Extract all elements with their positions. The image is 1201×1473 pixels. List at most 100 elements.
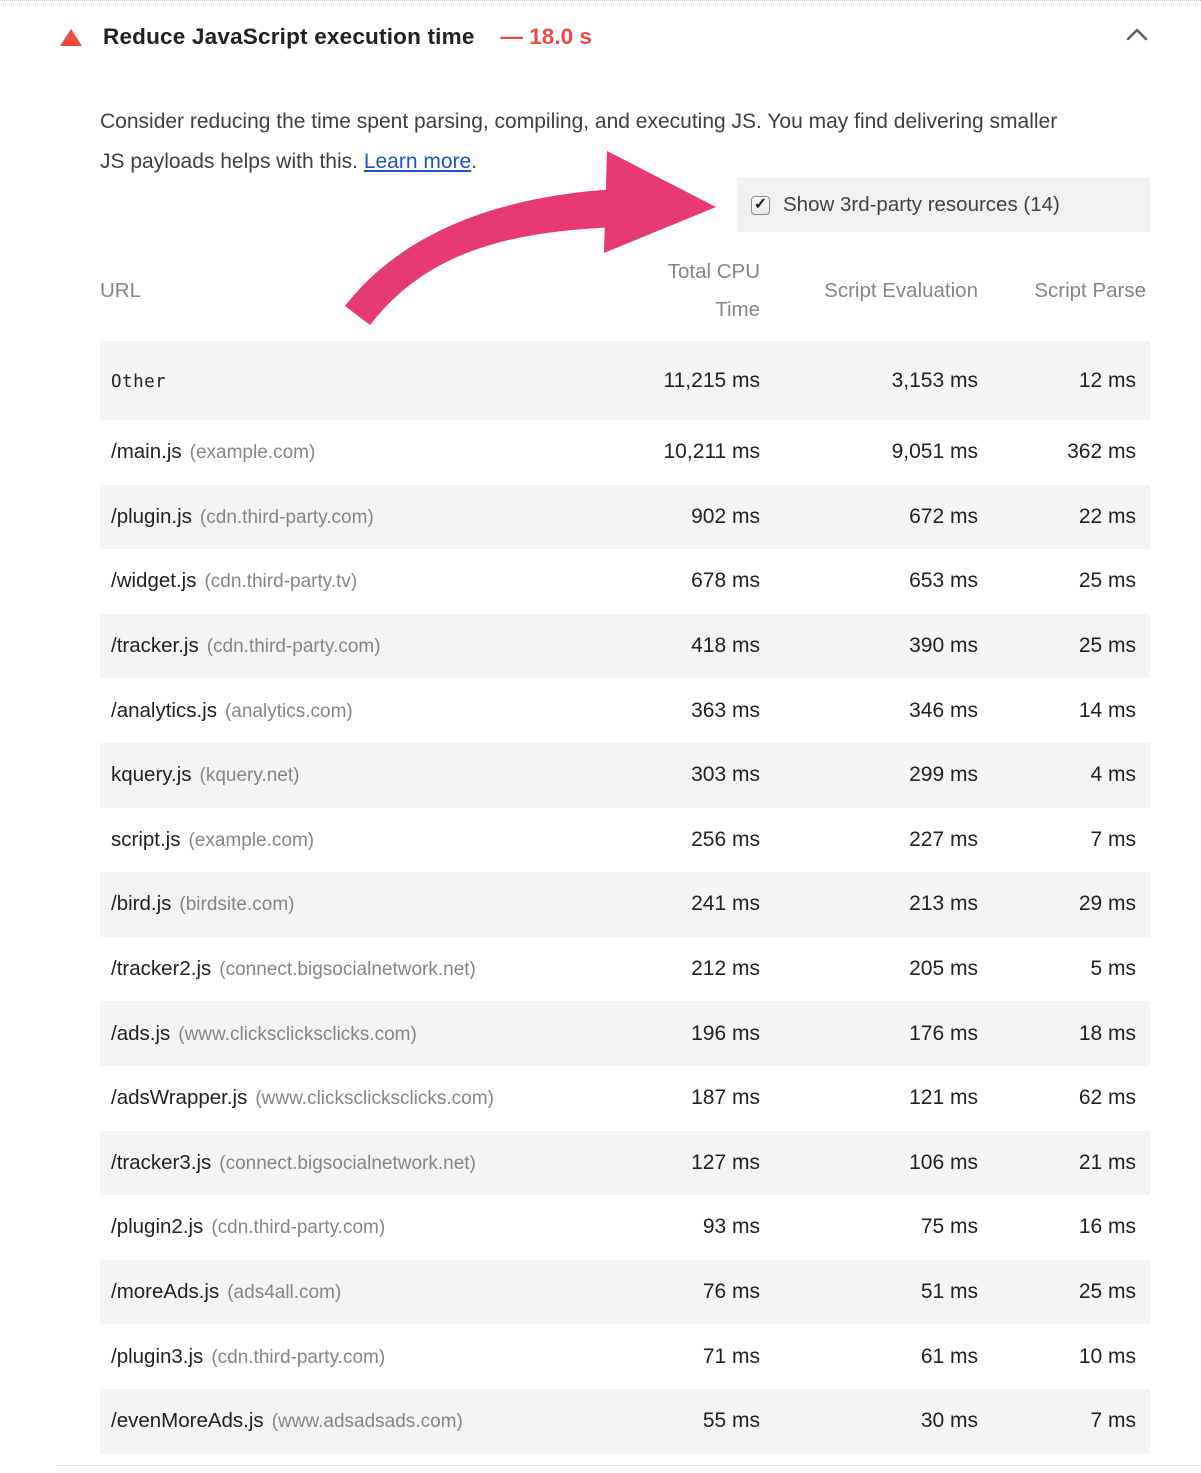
url-cell: /bird.js (birdsite.com) xyxy=(100,892,580,916)
table-row: script.js (example.com) 256 ms 227 ms 7 ms xyxy=(100,808,1150,873)
script-parse-cell: 29 ms xyxy=(1078,892,1136,916)
total-cpu-time-cell: 678 ms xyxy=(691,569,760,593)
script-evaluation-cell: 213 ms xyxy=(909,892,978,916)
fail-triangle-icon xyxy=(60,28,82,46)
url-cell: script.js (example.com) xyxy=(100,828,580,852)
script-parse-cell: 12 ms xyxy=(1078,368,1136,392)
table-row: /widget.js (cdn.third-party.tv) 678 ms 653 … xyxy=(100,549,1150,614)
script-evaluation-cell: 299 ms xyxy=(909,763,978,787)
total-cpu-time-cell: 93 ms xyxy=(702,1215,760,1239)
script-evaluation-cell: 121 ms xyxy=(909,1086,978,1110)
script-parse-cell: 62 ms xyxy=(1078,1086,1136,1110)
url-cell: /tracker3.js (connect.bigsocialnetwork.ne… xyxy=(100,1151,580,1175)
table-row: /moreAds.js (ads4all.com) 76 ms 51 ms 25 ms xyxy=(100,1259,1150,1325)
url-filename: /analytics.js xyxy=(111,698,217,722)
audit-header[interactable]: Reduce JavaScript execution time — 18.0 … xyxy=(60,17,592,57)
script-evaluation-cell: 346 ms xyxy=(909,698,978,722)
column-header-total-cpu-time: Total CPU Time xyxy=(667,259,760,321)
url-cell: /ads.js (www.clicksclicksclicks.com) xyxy=(100,1022,580,1046)
url-filename: /plugin.js xyxy=(111,504,192,528)
table-row: /analytics.js (analytics.com) 363 ms 346 ms… xyxy=(100,678,1150,743)
url-domain: (cdn.third-party.com) xyxy=(206,636,381,658)
url-cell: /plugin3.js (cdn.third-party.com) xyxy=(100,1345,580,1369)
url-filename: /moreAds.js xyxy=(111,1280,220,1304)
total-cpu-time-cell: 902 ms xyxy=(691,504,760,528)
script-evaluation-cell: 176 ms xyxy=(909,1021,978,1045)
total-cpu-time-cell: 241 ms xyxy=(691,892,760,916)
column-header-url: URL xyxy=(100,278,142,302)
script-evaluation-cell: 653 ms xyxy=(909,569,978,593)
chevron-up-icon[interactable] xyxy=(1125,26,1149,42)
column-header-script-parse: Script Parse xyxy=(1034,278,1146,302)
script-evaluation-cell: 3,153 ms xyxy=(891,368,978,392)
url-cell: /adsWrapper.js (www.clicksclicksclicks.co… xyxy=(100,1086,580,1110)
url-cell: /evenMoreAds.js (www.adsadsads.com) xyxy=(100,1409,580,1433)
script-parse-cell: 7 ms xyxy=(1090,827,1136,851)
table-row: /tracker3.js (connect.bigsocialnetwork.ne… xyxy=(100,1130,1150,1196)
url-domain: (analytics.com) xyxy=(224,700,353,722)
script-evaluation-cell: 672 ms xyxy=(909,504,978,528)
table-row: /adsWrapper.js (www.clicksclicksclicks.co… xyxy=(100,1066,1150,1131)
url-cell: /widget.js (cdn.third-party.tv) xyxy=(100,569,580,593)
script-evaluation-cell: 51 ms xyxy=(920,1280,978,1304)
total-cpu-time-cell: 76 ms xyxy=(702,1280,760,1304)
learn-more-link[interactable]: Learn more xyxy=(363,150,472,173)
script-evaluation-cell: 106 ms xyxy=(909,1150,978,1174)
third-party-checkbox-label[interactable]: Show 3rd-party resources (14) xyxy=(783,193,1060,216)
url-domain: (www.adsadsads.com) xyxy=(271,1411,463,1433)
url-domain: (example.com) xyxy=(188,829,315,851)
script-evaluation-cell: 75 ms xyxy=(920,1215,978,1239)
table-row: kquery.js (kquery.net) 303 ms 299 ms 4 ms xyxy=(100,742,1150,808)
table-body: Other 11,215 ms 3,153 ms 12 ms/main.js (exam… xyxy=(100,341,1150,1454)
url-filename: /ads.js xyxy=(111,1021,171,1045)
third-party-toggle-bar: ✓ Show 3rd-party resources (14) xyxy=(737,178,1150,232)
script-parse-cell: 22 ms xyxy=(1078,504,1136,528)
total-cpu-time-cell: 303 ms xyxy=(691,763,760,787)
url-domain: (cdn.third-party.tv) xyxy=(204,571,358,593)
url-domain: (birdsite.com) xyxy=(179,894,295,916)
third-party-checkbox[interactable]: ✓ xyxy=(751,195,770,215)
url-cell: /analytics.js (analytics.com) xyxy=(100,699,580,723)
url-cell: /main.js (example.com) xyxy=(100,440,580,464)
script-parse-cell: 25 ms xyxy=(1078,1280,1136,1304)
url-domain: (kquery.net) xyxy=(199,765,300,787)
audit-title: Reduce JavaScript execution time xyxy=(103,24,475,49)
script-parse-cell: 10 ms xyxy=(1078,1344,1136,1368)
table-row: /ads.js (www.clicksclicksclicks.com) 196 m… xyxy=(100,1001,1150,1066)
table-header-row: URL Total CPU Time Script Evaluation Scr… xyxy=(100,246,1150,341)
url-cell: kquery.js (kquery.net) xyxy=(100,763,580,787)
url-domain: (cdn.third-party.com) xyxy=(199,506,374,528)
url-filename: /tracker.js xyxy=(111,634,199,658)
url-cell: /moreAds.js (ads4all.com) xyxy=(100,1280,580,1304)
total-cpu-time-cell: 127 ms xyxy=(691,1150,760,1174)
script-evaluation-cell: 61 ms xyxy=(920,1344,978,1368)
total-cpu-time-cell: 71 ms xyxy=(702,1344,760,1368)
url-domain: (example.com) xyxy=(189,442,316,464)
url-cell: /plugin2.js (cdn.third-party.com) xyxy=(100,1215,580,1239)
total-cpu-time-cell: 196 ms xyxy=(691,1021,760,1045)
url-filename: /adsWrapper.js xyxy=(111,1086,248,1110)
url-domain: (www.clicksclicksclicks.com) xyxy=(178,1023,417,1045)
script-parse-cell: 7 ms xyxy=(1090,1409,1136,1433)
url-filename: /main.js xyxy=(111,440,182,464)
table-row: Other 11,215 ms 3,153 ms 12 ms xyxy=(100,341,1150,420)
section-divider xyxy=(56,1465,1201,1466)
url-filename: /tracker2.js xyxy=(111,957,212,981)
column-header-script-evaluation: Script Evaluation xyxy=(824,278,978,302)
script-parse-cell: 4 ms xyxy=(1090,763,1136,787)
checkmark-icon: ✓ xyxy=(753,196,768,213)
url-domain: (ads4all.com) xyxy=(227,1282,342,1304)
url-filename: script.js xyxy=(111,827,181,851)
table-row: /plugin.js (cdn.third-party.com) 902 ms 672… xyxy=(100,484,1150,550)
url-domain: (cdn.third-party.com) xyxy=(211,1217,386,1239)
url-cell: /tracker.js (cdn.third-party.com) xyxy=(100,634,580,658)
script-parse-cell: 362 ms xyxy=(1067,440,1136,464)
url-filename: /plugin3.js xyxy=(111,1344,204,1368)
url-filename: /evenMoreAds.js xyxy=(111,1409,264,1433)
script-parse-cell: 21 ms xyxy=(1078,1150,1136,1174)
total-cpu-time-cell: 11,215 ms xyxy=(663,368,761,392)
url-cell: Other xyxy=(100,369,580,393)
script-parse-cell: 25 ms xyxy=(1078,634,1136,658)
url-filename: /widget.js xyxy=(111,569,197,593)
